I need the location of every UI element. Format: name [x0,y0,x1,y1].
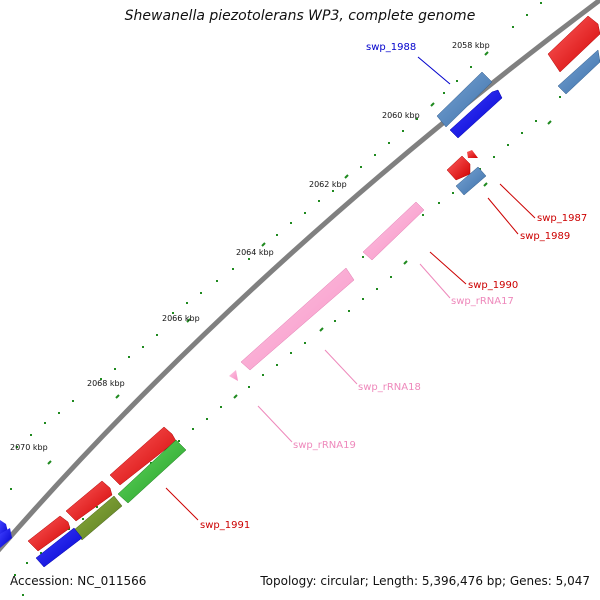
label-swp_rRNA18[interactable]: swp_rRNA18 [358,382,421,393]
feature-swp_rRNA18[interactable] [240,267,355,371]
tick-label-2070: 2070 kbp [10,443,48,452]
feature-red-top-right[interactable] [547,15,600,73]
tick-label-2064: 2064 kbp [236,248,274,257]
label-swp_1987[interactable]: swp_1987 [537,213,587,224]
feature-swp_1987[interactable] [446,150,478,181]
tick-label-2068: 2068 kbp [87,379,125,388]
label-swp_rRNA19[interactable]: swp_rRNA19 [293,440,356,451]
genome-summary-text: Topology: circular; Length: 5,396,476 bp… [260,574,590,588]
label-swp_1990[interactable]: swp_1990 [468,280,518,291]
label-swp_1989[interactable]: swp_1989 [520,231,570,242]
feature-swp_rRNA17[interactable] [362,201,425,261]
feature-red-left-2[interactable] [65,480,113,522]
tick-label-2058: 2058 kbp [452,41,490,50]
leader-lines [165,56,536,521]
feature-red-left-1[interactable] [109,426,177,486]
label-swp_1988[interactable]: swp_1988 [366,42,416,53]
feature-steel-top-right[interactable] [557,49,600,95]
feature-swp_1989[interactable] [455,166,487,196]
feature-red-left-3[interactable] [27,515,71,552]
feature-swp_1991[interactable] [117,439,187,504]
feature-swp_rRNA19[interactable] [229,370,238,381]
tick-label-2062: 2062 kbp [309,180,347,189]
accession-text: Accession: NC_011566 [10,574,147,588]
feature-blue-swp[interactable] [449,89,503,139]
map-title: Shewanella piezotolerans WP3, complete g… [124,8,476,24]
feature-blue-left-edge-2[interactable] [0,528,12,548]
outer-dots [10,2,542,490]
feature-swp_1988[interactable] [436,71,493,128]
label-swp_1991[interactable]: swp_1991 [200,520,250,531]
feature-blue-left-bottom[interactable] [35,527,83,568]
genome-backbone [0,0,600,553]
tick-label-2066: 2066 kbp [162,314,200,323]
outer-ticks [47,51,489,465]
tick-label-2060: 2060 kbp [382,111,420,120]
label-swp_rRNA17[interactable]: swp_rRNA17 [451,296,514,307]
